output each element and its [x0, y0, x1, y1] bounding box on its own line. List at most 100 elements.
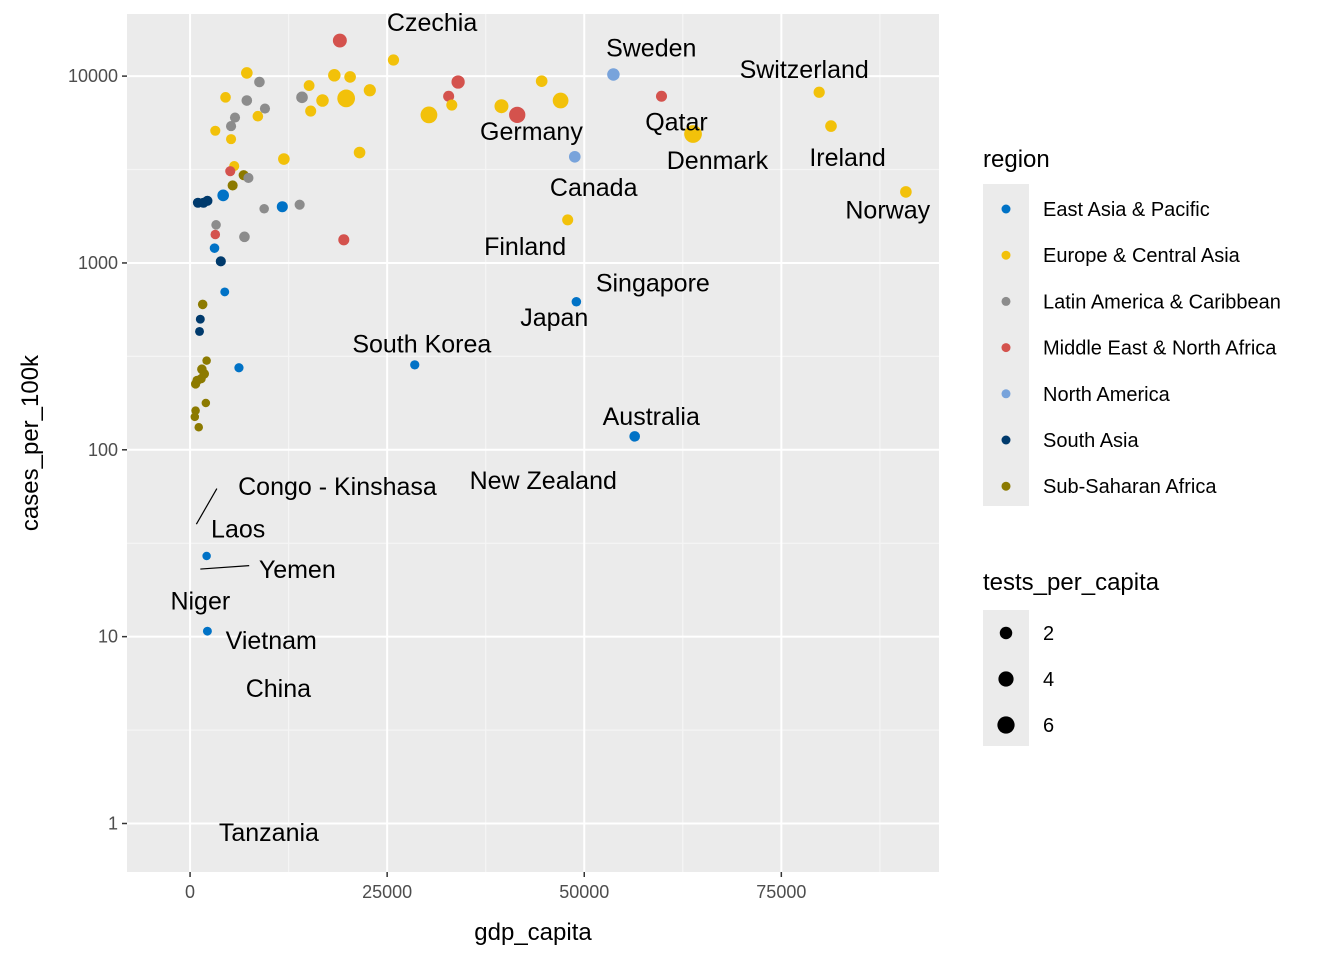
data-point [217, 189, 229, 202]
data-point [337, 89, 356, 108]
x-axis-title: gdp_capita [474, 919, 592, 946]
data-point [303, 80, 315, 91]
data-point [220, 92, 231, 103]
legend-region-label: East Asia & Pacific [1043, 199, 1210, 221]
data-point [227, 180, 238, 191]
data-point [813, 86, 825, 98]
data-point [209, 243, 220, 253]
data-point [259, 103, 271, 114]
data-point [241, 67, 253, 79]
data-point [211, 220, 221, 230]
legend-size-swatch [999, 626, 1013, 640]
data-point [191, 406, 200, 415]
label-leader-lines [195, 488, 250, 570]
data-point [387, 54, 400, 66]
point-label: South Korea [352, 331, 491, 359]
legend-size-items: 2 4 6 [997, 623, 1054, 737]
data-point [332, 33, 347, 48]
point-label: Czechia [387, 9, 477, 37]
data-point [684, 125, 702, 143]
data-point [195, 326, 204, 336]
data-point [234, 363, 244, 373]
data-point [655, 90, 668, 102]
x-tick-label: 25000 [362, 882, 412, 902]
data-point [195, 314, 205, 324]
data-point [202, 356, 211, 365]
point-label: Japan [520, 304, 588, 332]
data-point [210, 125, 221, 136]
data-point [344, 71, 356, 83]
legend-region-label: North America [1043, 384, 1171, 406]
data-point [190, 412, 200, 422]
data-point [198, 197, 209, 208]
y-axis-title: cases_per_100k [17, 354, 44, 531]
y-tick-label: 10000 [68, 66, 118, 86]
data-point [239, 231, 250, 243]
legend-region-swatch [1001, 435, 1011, 445]
data-point [328, 69, 341, 82]
y-tick-label: 100 [88, 440, 118, 460]
data-point [353, 146, 366, 159]
legend-region-label: Europe & Central Asia [1043, 245, 1241, 267]
point-label: Qatar [645, 109, 708, 137]
point-label: Germany [480, 118, 583, 146]
legend-region-items: East Asia & Pacific Europe & Central Asia… [1001, 199, 1281, 498]
legend-region: region East Asia & Pacific Europe & Centr… [983, 146, 1281, 506]
legend-size-swatch [997, 716, 1015, 734]
data-point [535, 75, 548, 87]
data-point [562, 214, 574, 226]
data-point [305, 105, 317, 117]
legend-region-swatch [1001, 250, 1011, 260]
data-point [446, 99, 458, 111]
data-point [220, 287, 230, 297]
data-point [252, 110, 264, 122]
data-point [494, 99, 509, 114]
data-point [410, 360, 420, 370]
major-gridlines [127, 14, 939, 872]
point-label: Finland [484, 233, 566, 261]
point-label: Denmark [667, 147, 769, 175]
legend-region-label: South Asia [1043, 430, 1140, 452]
data-point [197, 299, 208, 310]
legend-region-swatch [1001, 389, 1011, 399]
legend-size: tests_per_capita 2 4 6 [983, 569, 1160, 746]
leader-line [195, 488, 218, 525]
x-tick-label: 50000 [559, 882, 609, 902]
y-tick-label: 10 [98, 627, 118, 647]
data-point [607, 68, 620, 81]
data-point [629, 431, 640, 442]
legend-region-label: Sub-Saharan Africa [1043, 476, 1217, 498]
data-points [190, 33, 912, 636]
data-point [241, 95, 253, 106]
data-point [338, 234, 350, 246]
legend-size-swatch [998, 671, 1014, 687]
legend-size-label: 2 [1043, 623, 1054, 645]
legend-region-swatch [1001, 204, 1011, 214]
data-point [568, 150, 581, 163]
point-label: Ireland [809, 144, 885, 172]
legend-size-label: 4 [1043, 669, 1054, 691]
y-tick-label: 1000 [78, 253, 118, 273]
point-label: Australia [603, 403, 700, 431]
point-label: Canada [550, 174, 638, 202]
legend-region-swatch [1001, 343, 1011, 353]
point-label: China [246, 675, 311, 703]
data-point [825, 120, 837, 132]
point-label: Norway [845, 197, 930, 225]
data-point [226, 134, 237, 145]
data-point [225, 166, 236, 177]
point-label: Niger [170, 588, 230, 616]
data-point [294, 199, 305, 210]
legend-region-swatch [1001, 296, 1011, 306]
data-point [194, 423, 203, 432]
legend-size-label: 6 [1043, 715, 1054, 737]
legend-region-label: Latin America & Caribbean [1043, 291, 1281, 313]
legend-size-title: tests_per_capita [983, 569, 1160, 596]
data-point [202, 626, 212, 636]
point-label: Singapore [596, 270, 710, 298]
leader-line [200, 565, 250, 570]
point-label: Vietnam [226, 627, 317, 655]
legend-region-title: region [983, 146, 1050, 173]
y-tick-label: 1 [108, 813, 118, 833]
